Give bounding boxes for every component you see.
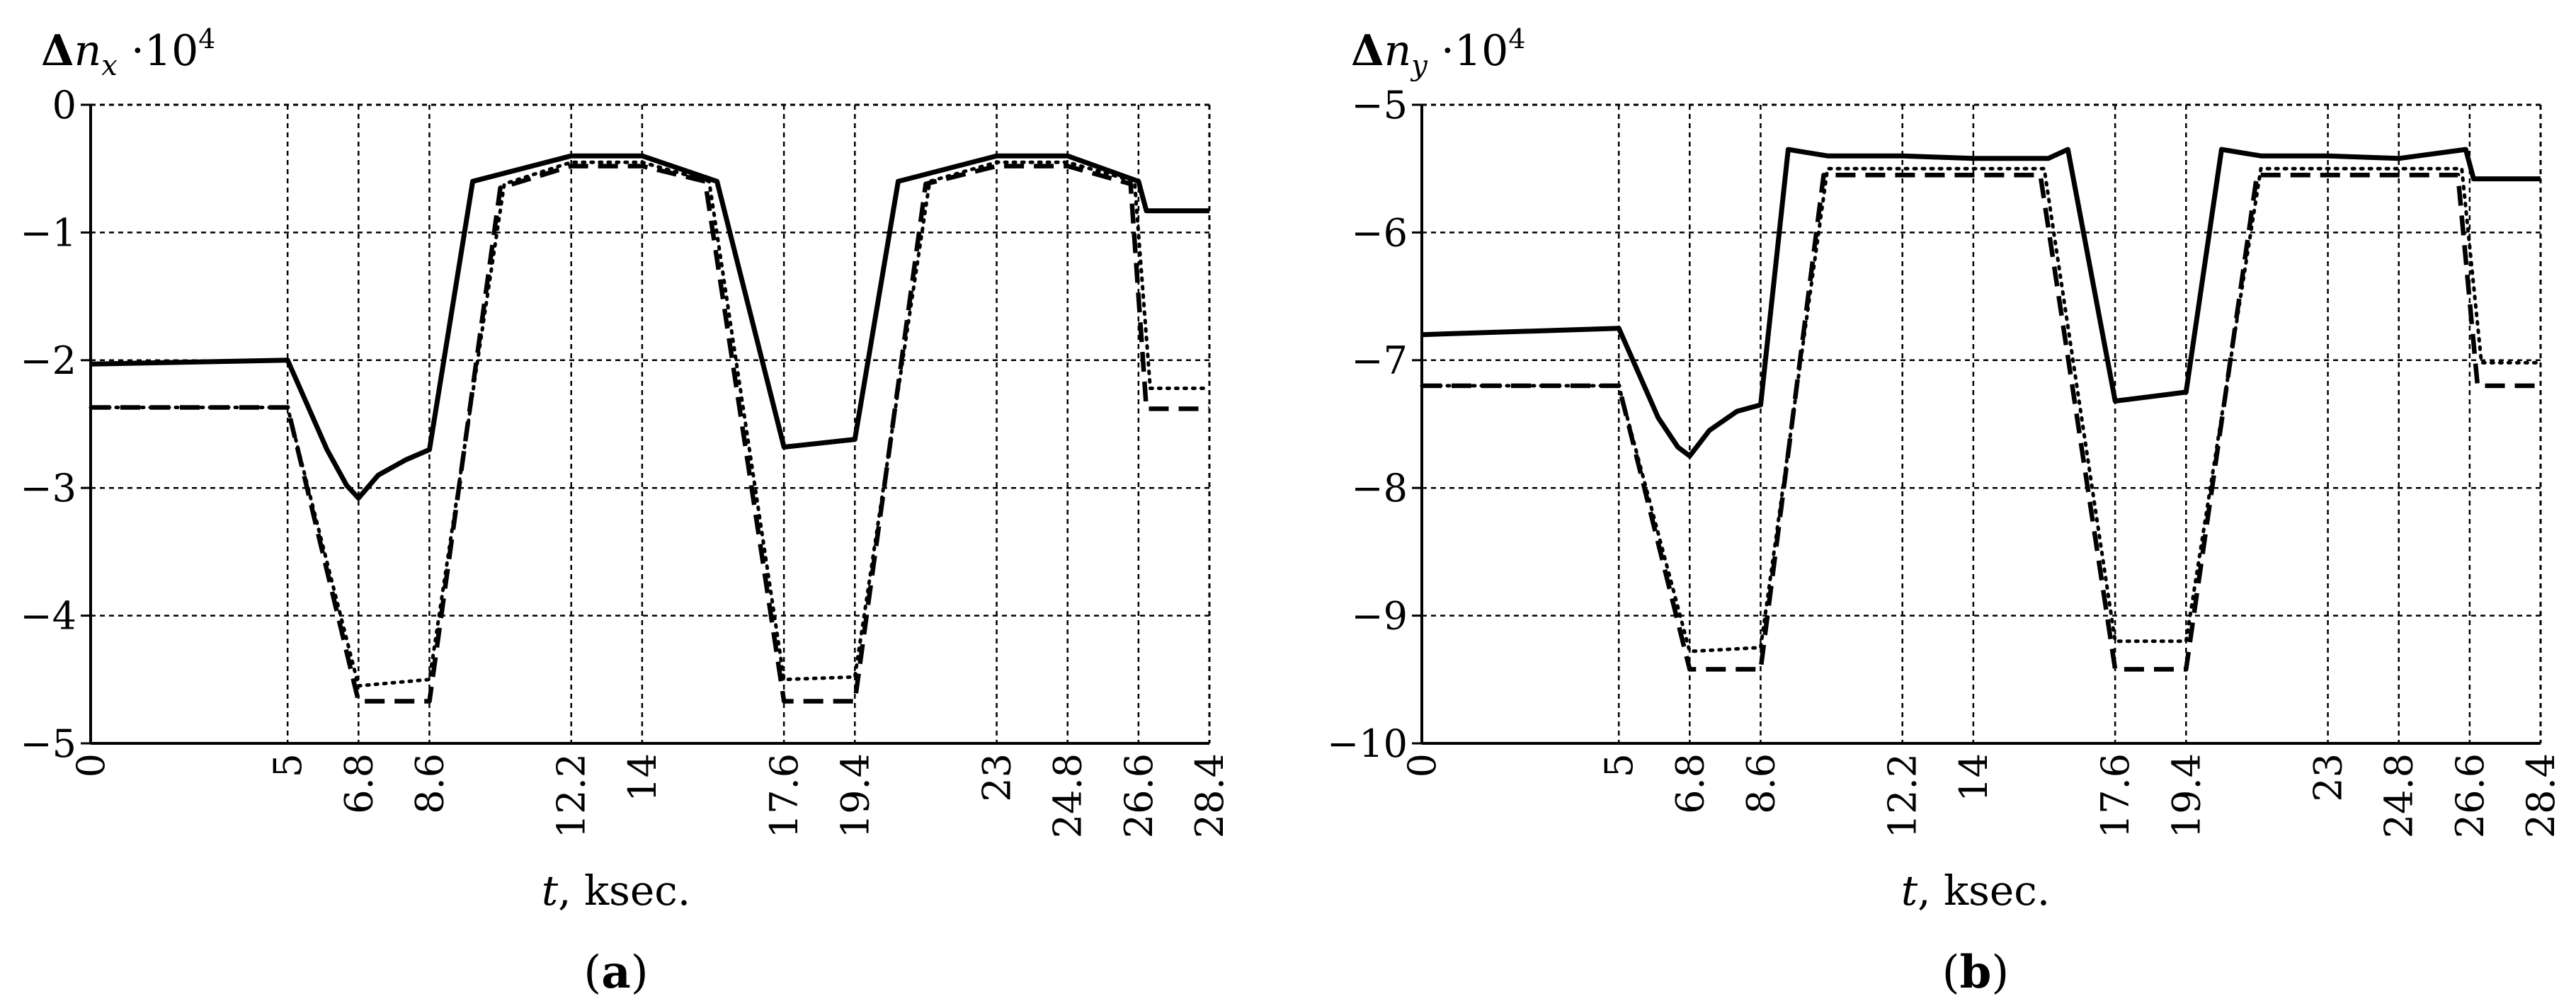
series-line-dotted-b — [1420, 166, 2543, 653]
series-line-dotted-a — [89, 160, 1212, 688]
x-tick-label-b: 12.2 — [1881, 753, 1925, 838]
y-tick-label-b: −8 — [1351, 466, 1408, 510]
y-tick-label-a: −3 — [20, 466, 76, 510]
y-tick-label-a: −4 — [20, 594, 76, 639]
y-tick-label-a: −1 — [20, 210, 76, 255]
x-tick-label-a: 26.6 — [1117, 753, 1161, 838]
y-tick-label-a: −5 — [20, 721, 76, 766]
x-axis-label-b: t, ksec. — [1901, 867, 2050, 915]
x-axis-label-a: t, ksec. — [542, 867, 690, 915]
series-line-solid-b — [1421, 147, 2541, 459]
x-tick-label-a: 0 — [69, 753, 113, 777]
y-tick-label-b: −9 — [1351, 594, 1408, 639]
y-tick-label-b: −5 — [1351, 83, 1408, 127]
x-tick-label-a: 24.8 — [1046, 753, 1090, 838]
y-tick-label-b: −6 — [1351, 210, 1408, 255]
plot-area-a: 0 5 6.8 8.6 12.2 14 17.6 19.4 23 24.8 26.6 28.4 0 −1 −… — [20, 83, 1232, 838]
x-tick-label-b: 5 — [1597, 753, 1641, 777]
y-tick-label-b: −7 — [1351, 338, 1408, 383]
panel-label-a: (a) — [583, 946, 648, 999]
x-tick-label-a: 19.4 — [833, 753, 877, 838]
x-tick-label-b: 8.6 — [1738, 753, 1783, 814]
x-tick-label-a: 5 — [266, 753, 310, 777]
x-tick-label-a: 23 — [975, 753, 1020, 802]
x-tick-label-a: 28.4 — [1187, 753, 1232, 838]
panel-a: Δnx ·104 0 5 6.8 8.6 12.2 14 17.6 19.4 23 24.8 26.… — [20, 23, 1232, 999]
series-line-dashed-a — [91, 164, 1209, 704]
series-line-dashed-b — [1422, 172, 2541, 672]
series-line-solid-a — [90, 153, 1209, 501]
y-axis-label-b: Δny ·104 — [1351, 23, 1526, 82]
x-tick-label-a: 8.6 — [407, 753, 452, 814]
x-tick-label-b: 26.6 — [2448, 753, 2492, 838]
x-tick-label-b: 0 — [1400, 753, 1444, 777]
x-tick-label-a: 6.8 — [336, 753, 381, 814]
x-tick-label-a: 14 — [620, 753, 665, 802]
y-tick-label-a: −2 — [20, 338, 76, 383]
panel-label-b: (b) — [1942, 946, 2010, 999]
x-tick-label-b: 28.4 — [2519, 753, 2563, 838]
x-tick-label-b: 14 — [1951, 753, 1996, 802]
x-tick-label-a: 12.2 — [549, 753, 594, 838]
x-tick-label-b: 24.8 — [2377, 753, 2422, 838]
x-tick-label-b: 6.8 — [1668, 753, 1712, 814]
panel-b: Δny ·104 0 5 6.8 8.6 12.2 14 17.6 19.4 23 24.8 26.… — [1327, 23, 2563, 999]
y-tick-label-a: 0 — [52, 83, 76, 127]
x-tick-label-b: 19.4 — [2164, 753, 2209, 838]
x-tick-label-a: 17.6 — [762, 753, 807, 838]
y-tick-label-b: −10 — [1327, 721, 1408, 766]
x-tick-label-b: 17.6 — [2093, 753, 2138, 838]
plot-area-b: 0 5 6.8 8.6 12.2 14 17.6 19.4 23 24.8 26.6 28.4 −5 −6… — [1327, 83, 2563, 838]
x-tick-label-b: 23 — [2306, 753, 2351, 802]
y-axis-label-a: Δnx ·104 — [41, 23, 215, 82]
